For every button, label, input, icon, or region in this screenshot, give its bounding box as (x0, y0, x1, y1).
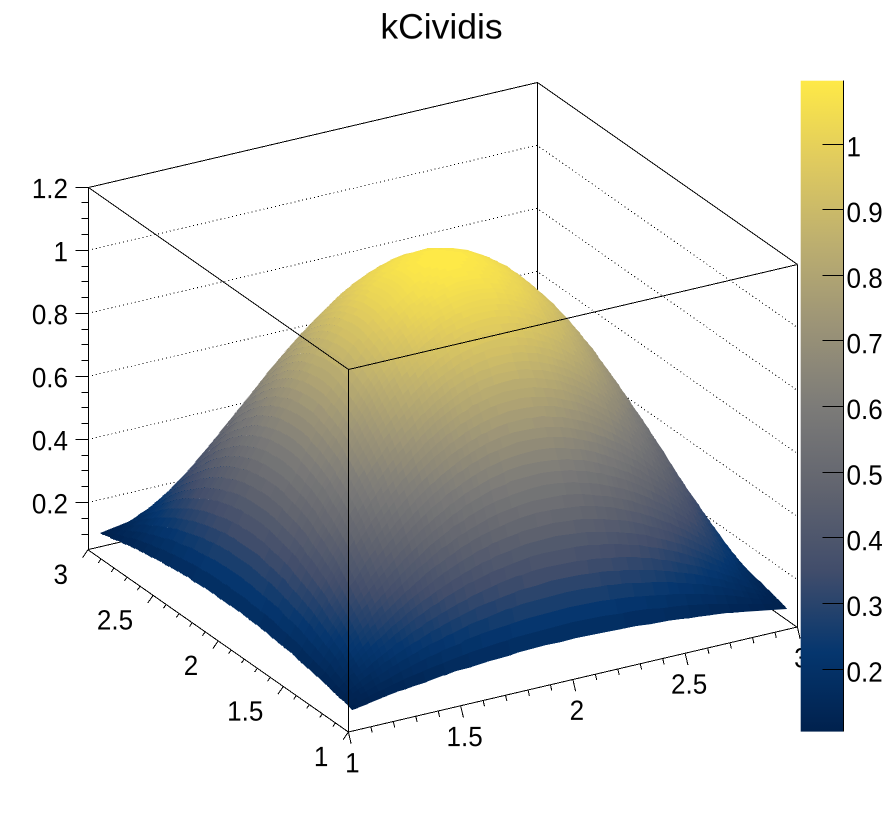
svg-text:2: 2 (184, 650, 198, 681)
svg-text:1.5: 1.5 (447, 721, 483, 752)
svg-text:2: 2 (570, 695, 584, 726)
svg-text:1.2: 1.2 (32, 173, 68, 204)
svg-text:0.5: 0.5 (846, 460, 882, 491)
svg-text:3: 3 (54, 559, 68, 590)
svg-text:1: 1 (846, 132, 860, 163)
svg-text:0.4: 0.4 (846, 525, 882, 556)
svg-text:0.6: 0.6 (32, 362, 68, 393)
svg-text:0.2: 0.2 (846, 657, 882, 688)
svg-text:1: 1 (314, 741, 328, 772)
svg-text:1.5: 1.5 (227, 696, 263, 727)
svg-text:0.8: 0.8 (32, 299, 68, 330)
svg-text:0.3: 0.3 (846, 591, 882, 622)
svg-text:2.5: 2.5 (671, 669, 707, 700)
svg-text:1: 1 (345, 748, 359, 779)
svg-text:2.5: 2.5 (97, 605, 133, 636)
svg-text:0.6: 0.6 (846, 394, 882, 425)
svg-text:0.8: 0.8 (846, 263, 882, 294)
svg-text:1: 1 (54, 236, 68, 267)
svg-text:0.2: 0.2 (32, 489, 68, 520)
svg-text:0.9: 0.9 (846, 197, 882, 228)
svg-text:0.4: 0.4 (32, 425, 68, 456)
svg-text:kCividis: kCividis (380, 7, 502, 47)
svg-text:0.7: 0.7 (846, 328, 882, 359)
